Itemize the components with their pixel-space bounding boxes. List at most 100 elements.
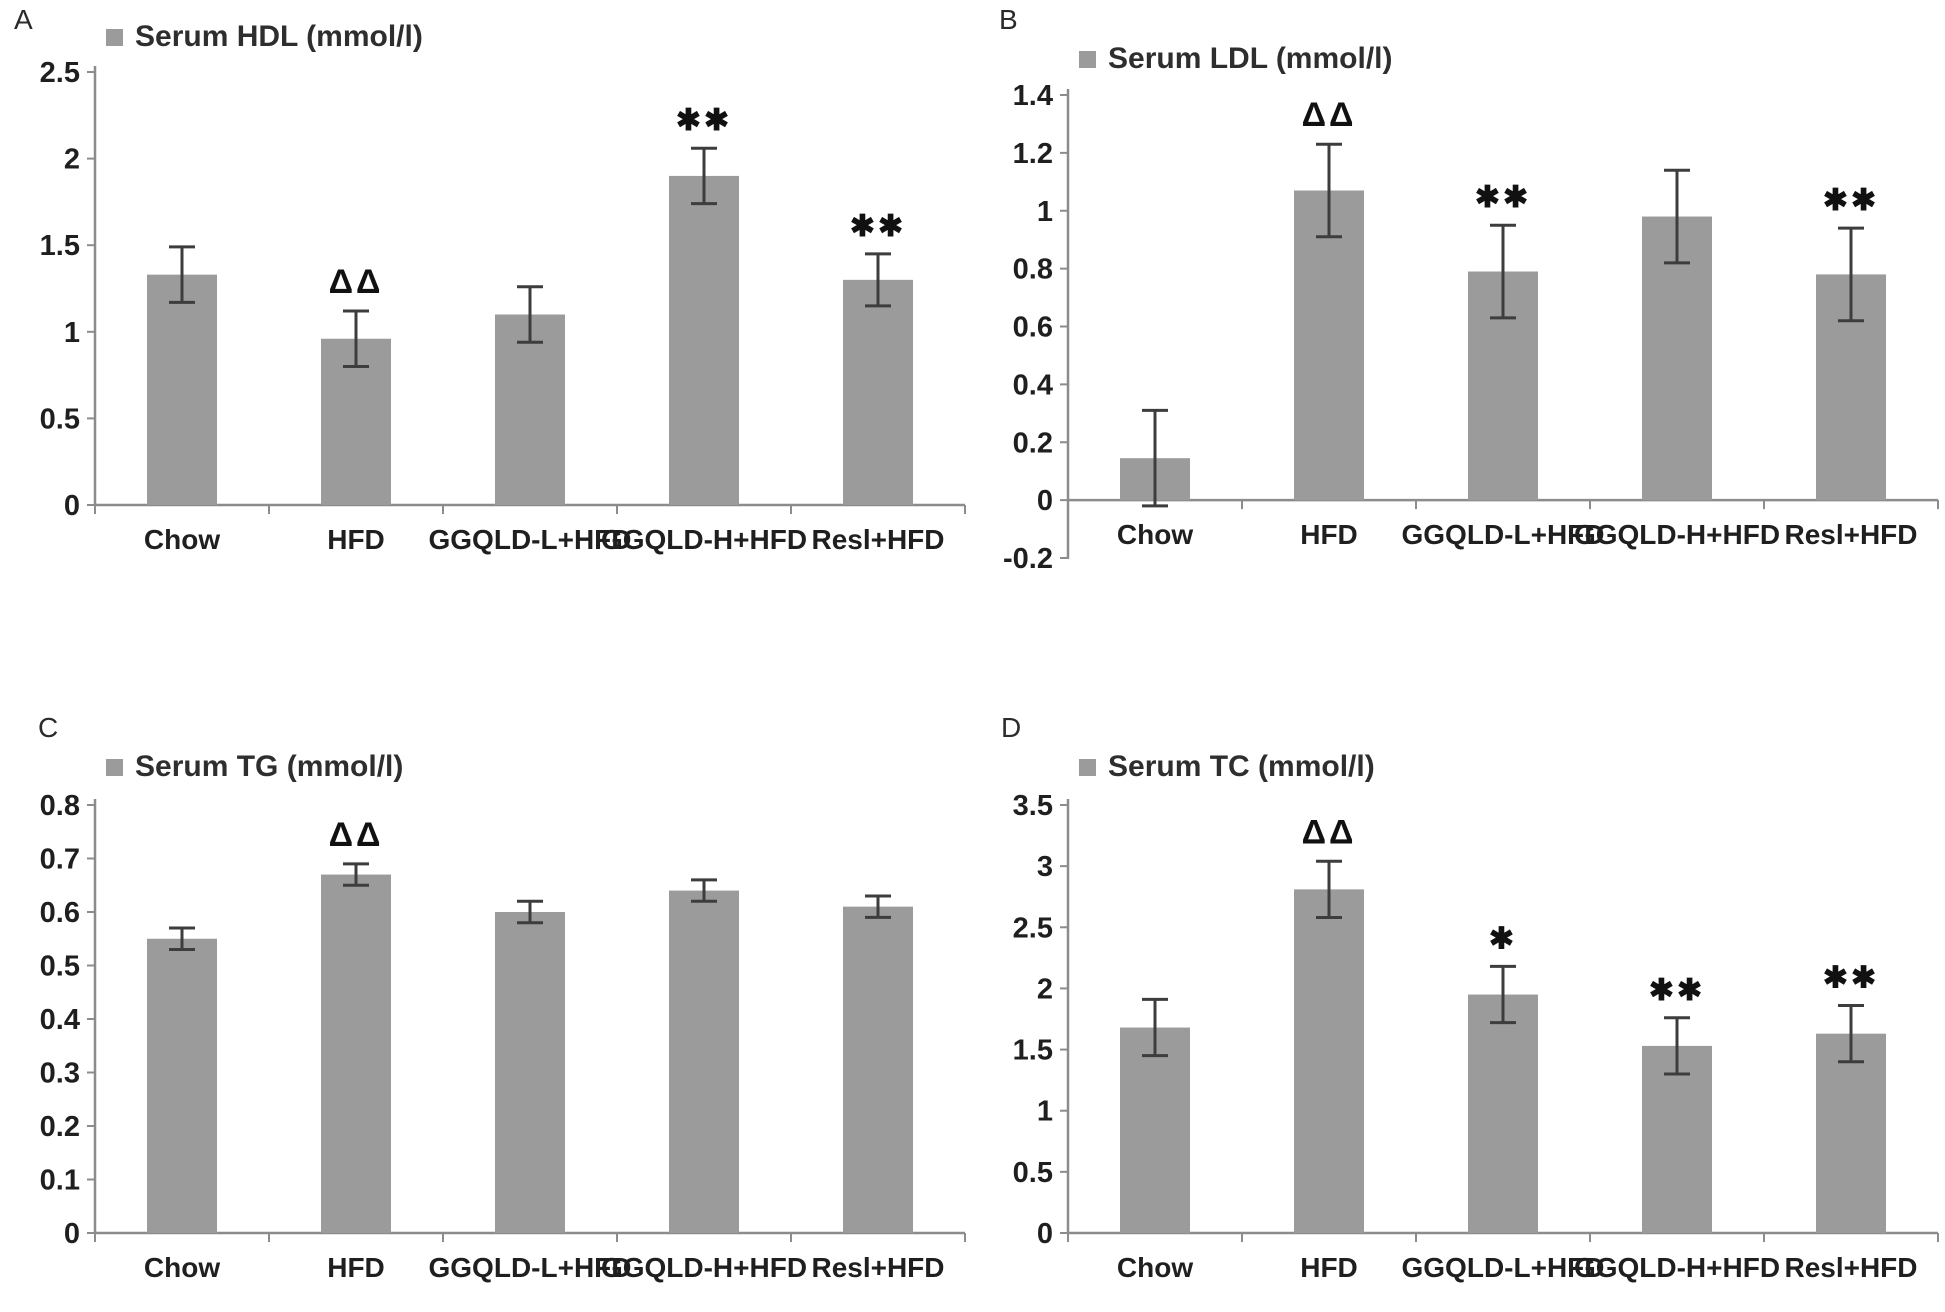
bar (147, 274, 217, 505)
x-category-label: Chow (144, 1252, 220, 1283)
significance-annotation: ΔΔ (1302, 96, 1357, 134)
significance-annotation: ✱✱ (1649, 974, 1705, 1007)
x-category-label: GGQLD-H+HFD (1574, 519, 1780, 550)
bar (1468, 994, 1538, 1233)
x-category-label: Resl+HFD (811, 1252, 944, 1283)
bar (669, 890, 739, 1233)
x-category-label: HFD (327, 524, 385, 555)
x-category-label: Resl+HFD (1784, 519, 1917, 550)
panel-letter: D (1001, 712, 1022, 743)
bar-chart-serum-tg: 0 0.1 0.2 0.3 0.4 0.5 0.6 0.7 0.8 Chow HFD ΔΔ GGQLD-… (40, 790, 966, 1283)
panel-serum-hdl: A Serum HDL (mmol/l) 0 0.5 1 1.5 2 2.5 Chow HFD… (0, 0, 972, 656)
x-category-label: HFD (1300, 519, 1358, 550)
x-category-label: HFD (327, 1252, 385, 1283)
legend-swatch-icon (106, 758, 123, 776)
y-tick-label: 2.5 (1013, 912, 1053, 944)
legend-label: Serum TC (mmol/l) (1108, 750, 1375, 783)
bar (1120, 1027, 1190, 1233)
bar (1642, 1045, 1712, 1233)
bar (495, 912, 565, 1233)
y-tick-label: 0 (1037, 1218, 1053, 1250)
legend-swatch-icon (106, 28, 123, 46)
x-category-label: GGQLD-L+HFD (1402, 1252, 1605, 1283)
bar (495, 314, 565, 505)
y-tick-label: 0.5 (40, 951, 80, 983)
significance-annotation: ΔΔ (329, 263, 384, 301)
bar-chart-serum-hdl: 0 0.5 1 1.5 2 2.5 Chow HFD ΔΔ GGQLD-L+HFDGGQLD-H+… (40, 57, 966, 555)
y-tick-label: 0.7 (40, 844, 80, 876)
significance-annotation: ✱✱ (1823, 962, 1879, 995)
legend: Serum TG (mmol/l) (106, 752, 403, 782)
x-category-label: GGQLD-H+HFD (1574, 1252, 1780, 1283)
y-tick-label: 1 (64, 317, 80, 349)
y-tick-label: 0.3 (40, 1058, 80, 1090)
y-tick-label: 0 (1037, 485, 1053, 517)
significance-annotation: ✱✱ (1475, 181, 1531, 214)
bar (1294, 190, 1364, 501)
bar (1294, 889, 1364, 1233)
x-category-label: GGQLD-H+HFD (601, 1252, 807, 1283)
y-tick-label: 1.4 (1013, 80, 1053, 112)
bar (1816, 1033, 1886, 1233)
x-category-label: Chow (1117, 519, 1193, 550)
x-category-label: GGQLD-L+HFD (429, 1252, 632, 1283)
panel-serum-ldl: B Serum LDL (mmol/l) -0.2 0 0.2 0.4 0.6 0.8 1 1… (973, 0, 1945, 656)
x-category-label: GGQLD-H+HFD (601, 524, 807, 555)
y-tick-label: 0.2 (40, 1111, 80, 1143)
significance-annotation: ✱✱ (1823, 184, 1879, 217)
legend-swatch-icon (1079, 50, 1096, 68)
panel-letter: B (999, 4, 1018, 35)
x-category-label: GGQLD-L+HFD (429, 524, 632, 555)
y-tick-label: 0 (64, 490, 80, 522)
y-tick-label: 0.5 (1013, 1157, 1053, 1189)
legend-swatch-icon (1079, 758, 1096, 776)
y-tick-label: 0.2 (1013, 427, 1053, 459)
y-tick-label: 0.8 (40, 790, 80, 822)
x-category-label: GGQLD-L+HFD (1402, 519, 1605, 550)
y-tick-label: 1.5 (40, 230, 80, 262)
significance-annotation: ✱✱ (850, 210, 906, 243)
y-tick-label: 0.5 (40, 403, 80, 435)
y-tick-label: 0.6 (40, 897, 80, 929)
legend: Serum HDL (mmol/l) (106, 22, 423, 52)
x-category-label: Chow (1117, 1252, 1193, 1283)
significance-annotation: ΔΔ (329, 816, 384, 854)
legend: Serum TC (mmol/l) (1079, 752, 1375, 782)
legend-label: Serum HDL (mmol/l) (135, 20, 423, 53)
x-category-label: HFD (1300, 1252, 1358, 1283)
panel-letter: A (14, 4, 33, 35)
legend: Serum LDL (mmol/l) (1079, 44, 1392, 74)
y-tick-label: 1.5 (1013, 1035, 1053, 1067)
bar-chart-serum-tc: 0 0.5 1 1.5 2 2.5 3 3.5 Chow HFD ΔΔ GGQLD-L+HFD ✱ GGQ… (1013, 790, 1939, 1283)
y-tick-label: -0.2 (1003, 543, 1053, 575)
legend-label: Serum LDL (mmol/l) (1108, 42, 1393, 75)
panel-letter: C (38, 712, 59, 743)
bar (843, 906, 913, 1233)
significance-annotation: ΔΔ (1302, 813, 1357, 851)
y-tick-label: 2 (64, 144, 80, 176)
y-tick-label: 2 (1037, 973, 1053, 1005)
y-tick-label: 0.4 (1013, 369, 1053, 401)
y-tick-label: 0 (64, 1218, 80, 1250)
significance-annotation: ✱ (1489, 922, 1517, 955)
x-category-label: Resl+HFD (1784, 1252, 1917, 1283)
significance-annotation: ✱✱ (676, 104, 732, 137)
y-tick-label: 0.4 (40, 1004, 80, 1036)
y-tick-label: 0.6 (1013, 312, 1053, 344)
x-category-label: Resl+HFD (811, 524, 944, 555)
x-category-label: Chow (144, 524, 220, 555)
y-tick-label: 1 (1037, 1096, 1053, 1128)
bar (321, 874, 391, 1233)
y-tick-label: 0.8 (1013, 254, 1053, 286)
panel-serum-tg: C Serum TG (mmol/l) 0 0.1 0.2 0.3 0.4 0.5 0.6 0… (0, 656, 972, 1312)
panel-serum-tc: D Serum TC (mmol/l) 0 0.5 1 1.5 2 2.5 3 3.5 Chow… (973, 656, 1945, 1312)
bar (147, 938, 217, 1233)
y-tick-label: 2.5 (40, 57, 80, 89)
legend-label: Serum TG (mmol/l) (135, 750, 404, 783)
bar (669, 175, 739, 506)
y-tick-label: 3.5 (1013, 790, 1053, 822)
bar-chart-serum-ldl: -0.2 0 0.2 0.4 0.6 0.8 1 1.2 1.4 Chow HFD ΔΔ GGQLD-L… (1003, 80, 1939, 575)
y-tick-label: 1 (1037, 196, 1053, 228)
y-tick-label: 0.1 (40, 1165, 80, 1197)
